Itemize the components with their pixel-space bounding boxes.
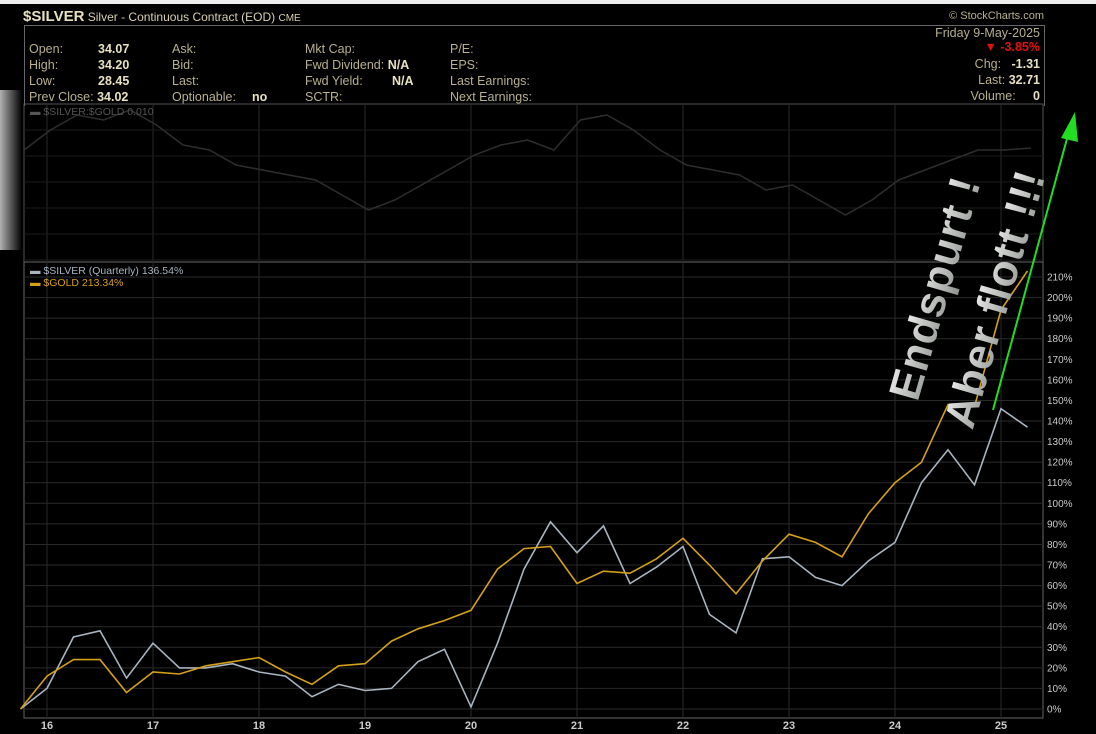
x-tick-label: 21 bbox=[571, 720, 583, 732]
y-tick-label: 100% bbox=[1047, 499, 1073, 510]
x-tick-label: 16 bbox=[41, 720, 53, 732]
y-tick-label: 30% bbox=[1047, 643, 1067, 654]
fwd-div-value: N/A bbox=[387, 58, 410, 72]
main-panel-frame bbox=[23, 261, 1044, 719]
prev-close-label: Prev Close: bbox=[29, 90, 94, 104]
x-tick-label: 19 bbox=[359, 720, 371, 732]
prev-close-value: 34.02 bbox=[97, 90, 129, 104]
fwd-yield-value: N/A bbox=[392, 74, 414, 88]
optionable-value: no bbox=[252, 90, 268, 104]
pct-change: ▼ -3.85% bbox=[984, 40, 1040, 54]
high-row: High: 34.20 bbox=[29, 58, 129, 72]
low-value: 28.45 bbox=[98, 74, 130, 88]
y-tick-label: 50% bbox=[1047, 602, 1067, 613]
y-tick-label: 210% bbox=[1047, 273, 1073, 284]
y-tick-label: 20% bbox=[1047, 663, 1067, 674]
y-tick-label: 70% bbox=[1047, 561, 1067, 572]
y-tick-label: 170% bbox=[1047, 355, 1073, 366]
y-tick-label: 40% bbox=[1047, 622, 1067, 633]
symbol-name: Silver - Continuous Contract (EOD) bbox=[87, 10, 276, 24]
eps-label: EPS: bbox=[450, 58, 479, 72]
y-tick-label: 10% bbox=[1047, 684, 1067, 695]
chg-label: Chg: bbox=[974, 57, 1002, 71]
high-value: 34.20 bbox=[98, 58, 130, 72]
volume-row: Volume: 0 bbox=[971, 89, 1041, 103]
chg-row: Chg: -1.31 bbox=[975, 57, 1040, 71]
symbol: $SILVER bbox=[23, 8, 85, 25]
y-tick-label: 130% bbox=[1047, 437, 1073, 448]
silver-legend-text: $SILVER (Quarterly) 136.54% bbox=[43, 265, 184, 277]
y-tick-label: 80% bbox=[1047, 540, 1067, 551]
trend-arrow-head bbox=[1061, 112, 1078, 142]
chart-title: $SILVER Silver - Continuous Contract (EO… bbox=[23, 8, 301, 25]
fwd-yield-label: Fwd Yield: bbox=[305, 74, 363, 88]
y-tick-label: 60% bbox=[1047, 581, 1067, 592]
low-row: Low: 28.45 bbox=[29, 74, 129, 88]
pct-change-value: -3.85% bbox=[1000, 40, 1040, 54]
chg-value: -1.31 bbox=[1011, 57, 1041, 71]
ratio-legend: ▬ $SILVER:$GOLD 0.010 bbox=[30, 106, 154, 118]
trend-arrow-line bbox=[992, 134, 1069, 411]
fwd-div-row: Fwd Dividend: N/A bbox=[305, 58, 409, 72]
low-label: Low: bbox=[29, 74, 56, 88]
fwd-yield-row: Fwd Yield: N/A bbox=[305, 74, 414, 88]
quote-date: Friday 9-May-2025 bbox=[935, 26, 1040, 40]
sctr-label: SCTR: bbox=[305, 90, 343, 104]
x-tick-label: 22 bbox=[677, 720, 689, 732]
left-shadow bbox=[0, 90, 22, 250]
y-tick-label: 160% bbox=[1047, 375, 1073, 386]
open-label: Open: bbox=[29, 42, 64, 56]
window-top-edge bbox=[0, 0, 1096, 4]
pe-label: P/E: bbox=[450, 42, 474, 56]
x-tick-label: 23 bbox=[783, 720, 795, 732]
last-row: Last: 32.71 bbox=[978, 73, 1040, 87]
volume-value: 0 bbox=[1033, 89, 1040, 103]
y-tick-label: 120% bbox=[1047, 458, 1073, 469]
y-tick-label: 110% bbox=[1047, 478, 1072, 489]
mktcap-label: Mkt Cap: bbox=[305, 42, 356, 56]
ask-label: Ask: bbox=[172, 42, 197, 56]
last-label: Last: bbox=[172, 74, 200, 88]
optionable-row: Optionable: no bbox=[172, 90, 267, 104]
y-tick-label: 180% bbox=[1047, 334, 1073, 345]
bid-label: Bid: bbox=[172, 58, 194, 72]
optionable-label: Optionable: bbox=[172, 90, 236, 104]
x-tick-label: 17 bbox=[147, 720, 159, 732]
x-tick-label: 18 bbox=[253, 720, 265, 732]
copyright[interactable]: © StockCharts.com bbox=[949, 10, 1044, 22]
y-tick-label: 150% bbox=[1047, 396, 1073, 407]
prev-close-row: Prev Close: 34.02 bbox=[29, 90, 128, 104]
gold-line bbox=[19, 270, 1029, 710]
gold-legend-text: $GOLD 213.34% bbox=[43, 277, 124, 289]
gold-legend: ▬ $GOLD 213.34% bbox=[30, 277, 124, 289]
ratio-line bbox=[23, 109, 1032, 216]
ratio-legend-text: $SILVER:$GOLD 0.010 bbox=[43, 106, 154, 118]
ratio-panel-frame bbox=[23, 103, 1044, 263]
x-tick-label: 25 bbox=[995, 720, 1007, 732]
y-tick-label: 90% bbox=[1047, 519, 1067, 530]
y-tick-label: 190% bbox=[1047, 314, 1073, 325]
y-tick-label: 0% bbox=[1047, 705, 1062, 716]
x-tick-label: 24 bbox=[889, 720, 902, 732]
high-label: High: bbox=[29, 58, 59, 72]
fwd-div-label: Fwd Dividend: bbox=[305, 58, 385, 72]
last-value: 32.71 bbox=[1008, 73, 1040, 87]
y-tick-label: 200% bbox=[1047, 293, 1073, 304]
open-row: Open: 34.07 bbox=[29, 42, 129, 56]
last-earnings-label: Last Earnings: bbox=[450, 74, 530, 88]
silver-legend: ▬ $SILVER (Quarterly) 136.54% bbox=[30, 265, 184, 277]
quote-box: Open: 34.07 High: 34.20 Low: 28.45 Prev Clo… bbox=[24, 25, 1045, 106]
open-value: 34.07 bbox=[98, 42, 130, 56]
volume-label: Volume: bbox=[970, 89, 1016, 103]
silver-line bbox=[20, 407, 1028, 710]
next-earnings-label: Next Earnings: bbox=[450, 90, 532, 104]
x-tick-label: 20 bbox=[465, 720, 477, 732]
last-label-right: Last: bbox=[978, 73, 1006, 87]
y-tick-label: 140% bbox=[1047, 417, 1073, 428]
exchange: CME bbox=[278, 13, 301, 24]
